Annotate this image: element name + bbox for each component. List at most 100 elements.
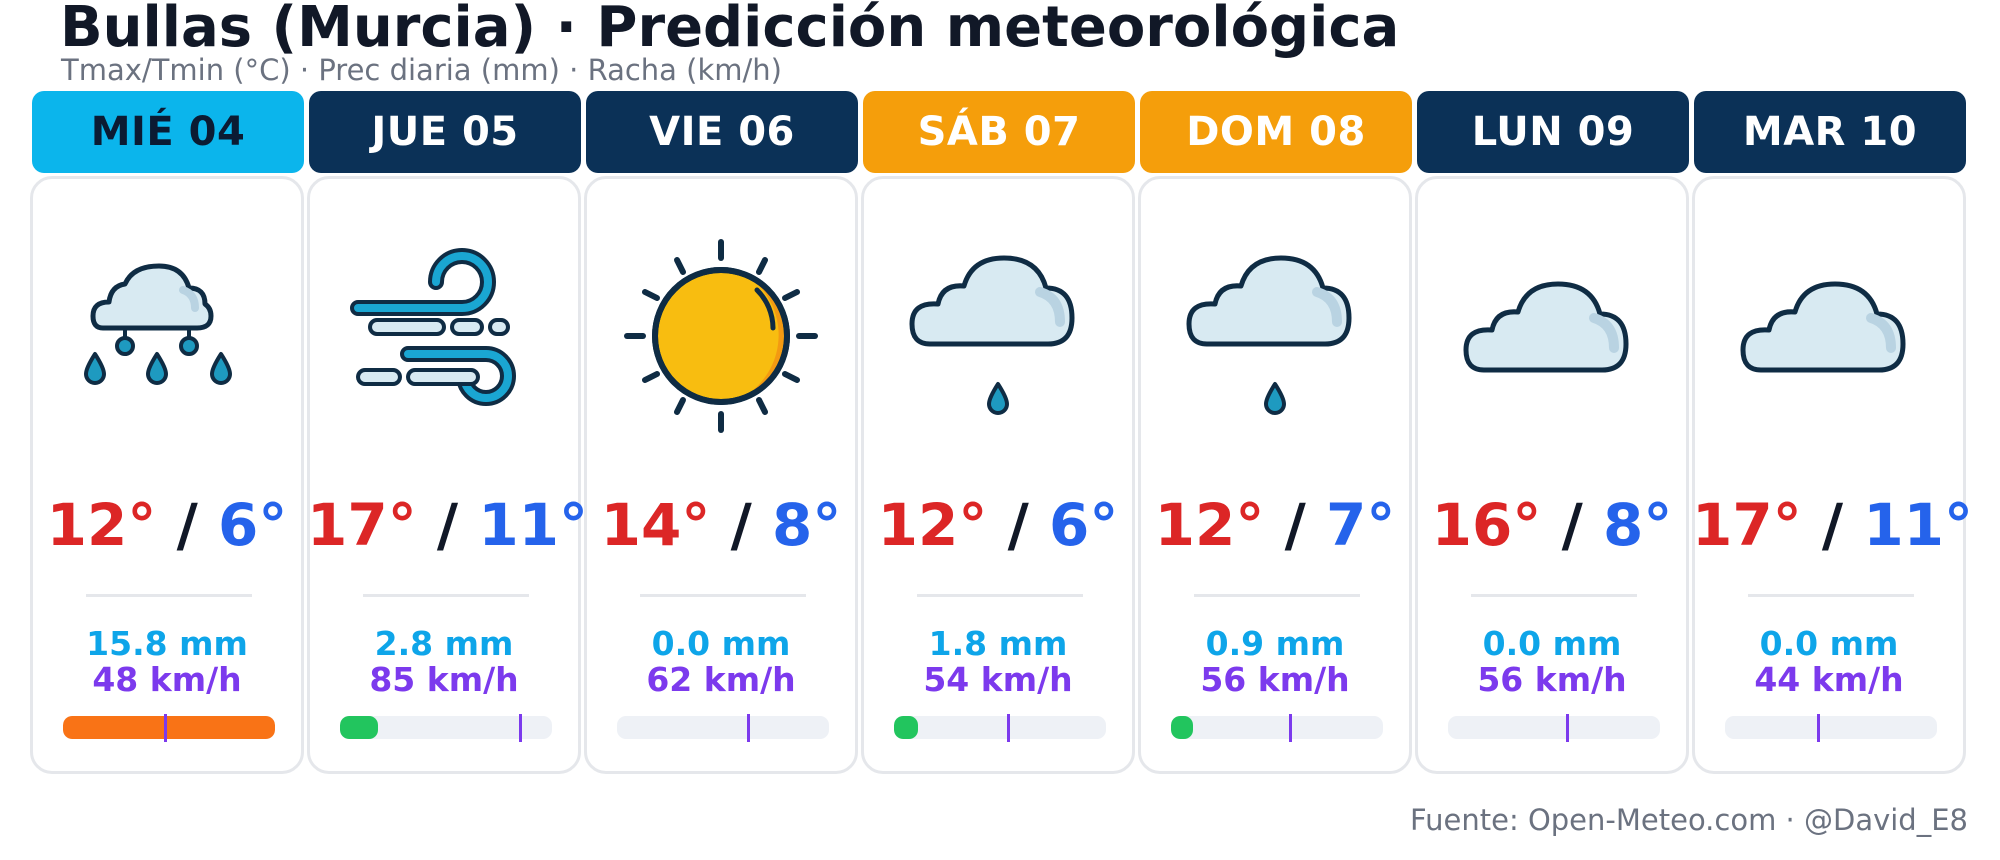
precipitation-bar [617, 716, 829, 739]
precipitation-bar-fill [63, 716, 275, 739]
day-header: MIÉ 04 [32, 91, 304, 173]
day-column: LUN 09 16° / 8° 0.0 mm 56 km/h [1415, 0, 1689, 800]
temperature-range: 16° / 8° [1415, 492, 1689, 558]
sun-icon-svg [624, 239, 818, 433]
gust-marker [1007, 714, 1011, 742]
cloud-icon [1729, 236, 1929, 436]
day-header: JUE 05 [309, 91, 581, 173]
day-column: SÁB 07 12° / 6° 1.8 mm 54 km/h [861, 0, 1135, 800]
divider [640, 594, 806, 597]
precipitation-value: 0.9 mm [1205, 624, 1345, 663]
temp-min: 8° [1602, 491, 1673, 559]
temp-min: 6° [217, 491, 288, 559]
precipitation-value: 0.0 mm [1482, 624, 1622, 663]
day-header: SÁB 07 [863, 91, 1135, 173]
divider [1748, 594, 1914, 597]
day-column: DOM 08 12° / 7° 0.9 mm 56 km/h [1138, 0, 1412, 800]
precipitation-bar-fill [894, 716, 919, 739]
temp-separator: / [730, 491, 752, 559]
day-header: MAR 10 [1694, 91, 1966, 173]
temp-min: 7° [1325, 491, 1396, 559]
page-subtitle: Tmax/Tmin (°C) · Prec diaria (mm) · Rach… [61, 53, 782, 87]
cloud-icon [1452, 236, 1652, 436]
temp-min: 8° [771, 491, 842, 559]
temp-min: 11° [1863, 491, 1974, 559]
temp-separator: / [176, 491, 198, 559]
sun-icon [621, 236, 821, 436]
temperature-range: 12° / 6° [30, 492, 304, 558]
precipitation-value: 0.0 mm [651, 624, 791, 663]
gust-marker [1565, 714, 1569, 742]
drizzle-cloud-icon [1175, 236, 1375, 436]
precipitation-bar-fill [1171, 716, 1193, 739]
day-card [1692, 176, 1966, 774]
temp-max: 12° [46, 491, 157, 559]
day-column: MIÉ 04 12° / 6° 15.8 mm 48 km/h [30, 0, 304, 800]
temperature-range: 17° / 11° [307, 491, 588, 559]
temp-separator: / [1007, 491, 1029, 559]
temp-separator: / [436, 491, 459, 559]
cloud-icon-svg [1740, 281, 1906, 373]
cloud-icon-svg [1463, 281, 1629, 373]
day-header: DOM 08 [1140, 91, 1412, 173]
wind-icon [344, 236, 544, 436]
wind-gust-value: 44 km/h [1754, 660, 1904, 699]
wind-gust-value: 56 km/h [1200, 660, 1350, 699]
precipitation-value: 1.8 mm [928, 624, 1068, 663]
precipitation-bar-fill [340, 716, 378, 739]
temp-max: 12° [877, 491, 988, 559]
temperature-range: 12° / 6° [861, 492, 1135, 558]
temp-max: 16° [1431, 491, 1542, 559]
rain-cloud-icon-svg [84, 263, 232, 385]
drizzle-cloud-icon-svg [909, 255, 1075, 415]
rain-cloud-icon [67, 236, 267, 436]
wind-gust-value: 54 km/h [923, 660, 1073, 699]
temperature-range: 14° / 8° [584, 492, 858, 558]
wind-gust-value: 85 km/h [369, 660, 519, 699]
divider [1471, 594, 1637, 597]
divider [917, 594, 1083, 597]
precipitation-bar [1448, 716, 1660, 739]
day-column: VIE 06 14° / 8° 0.0 mm 62 km/h [584, 0, 858, 800]
precipitation-bar [1171, 716, 1383, 739]
divider [1194, 594, 1360, 597]
wind-gust-value: 56 km/h [1477, 660, 1627, 699]
precipitation-bar [894, 716, 1106, 739]
temp-min: 6° [1048, 491, 1119, 559]
drizzle-cloud-icon-svg [1186, 255, 1352, 415]
temp-min: 11° [478, 491, 589, 559]
wind-gust-value: 48 km/h [92, 660, 242, 699]
temperature-range: 12° / 7° [1138, 492, 1412, 558]
divider [363, 594, 529, 597]
forecast-days: MIÉ 04 12° / 6° 15.8 mm 48 km/h JUE 05 1… [30, 0, 1973, 800]
page-title: Bullas (Murcia) · Predicción meteorológi… [60, 0, 1400, 60]
temp-separator: / [1561, 491, 1583, 559]
precipitation-bar [340, 716, 552, 739]
day-header: VIE 06 [586, 91, 858, 173]
gust-marker [163, 714, 167, 742]
temp-max: 17° [1692, 491, 1802, 559]
gust-marker [1288, 714, 1292, 742]
drizzle-cloud-icon [898, 236, 1098, 436]
temperature-range: 17° / 11° [1692, 491, 1973, 559]
source-credit: Fuente: Open-Meteo.com · @David_E8 [1410, 803, 1968, 837]
temp-separator: / [1821, 491, 1844, 559]
gust-marker [519, 714, 523, 742]
wind-icon-svg [350, 248, 516, 406]
wind-gust-value: 62 km/h [646, 660, 796, 699]
temp-max: 14° [600, 491, 711, 559]
temp-separator: / [1284, 491, 1306, 559]
temp-max: 17° [307, 491, 417, 559]
day-column: MAR 10 17° / 11° 0.0 mm 44 km/h [1692, 0, 1973, 800]
precipitation-value: 2.8 mm [374, 624, 514, 663]
gust-marker [747, 714, 751, 742]
precipitation-bar [63, 716, 275, 739]
temp-max: 12° [1154, 491, 1265, 559]
precipitation-value: 15.8 mm [86, 624, 248, 663]
day-card [1415, 176, 1689, 774]
precipitation-bar [1725, 716, 1937, 739]
day-column: JUE 05 17° / 11° 2.8 mm 85 km/h [307, 0, 588, 800]
day-header: LUN 09 [1417, 91, 1689, 173]
divider [86, 594, 252, 597]
gust-marker [1817, 714, 1821, 742]
